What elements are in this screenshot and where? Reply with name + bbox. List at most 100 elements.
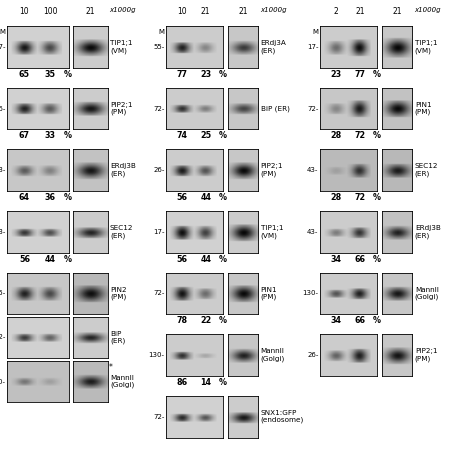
Text: %: % xyxy=(64,70,72,79)
Text: 26-: 26- xyxy=(307,352,319,358)
Text: %: % xyxy=(219,378,227,387)
Text: 21: 21 xyxy=(201,7,210,16)
Text: 28: 28 xyxy=(330,193,341,202)
Text: BiP
(ER): BiP (ER) xyxy=(110,331,125,344)
Text: 55-: 55- xyxy=(0,291,6,296)
Text: 55-: 55- xyxy=(153,44,164,50)
Text: 2: 2 xyxy=(334,7,338,16)
Text: 72: 72 xyxy=(354,131,365,140)
Text: 72-: 72- xyxy=(153,291,164,296)
Text: 72-: 72- xyxy=(153,414,164,419)
Text: %: % xyxy=(373,316,381,325)
Text: 77: 77 xyxy=(176,70,187,79)
Text: 100: 100 xyxy=(43,7,57,16)
Text: %: % xyxy=(64,131,72,140)
Text: M: M xyxy=(0,29,6,36)
Text: %: % xyxy=(219,70,227,79)
Text: 21: 21 xyxy=(392,7,402,16)
Text: MannII
(Golgi): MannII (Golgi) xyxy=(415,287,439,300)
Text: 21: 21 xyxy=(355,7,365,16)
Text: 43-: 43- xyxy=(0,229,6,235)
Text: 72: 72 xyxy=(354,193,365,202)
Text: 34: 34 xyxy=(330,255,341,264)
Text: BiP (ER): BiP (ER) xyxy=(261,105,290,112)
Text: TIP1;1
(VM): TIP1;1 (VM) xyxy=(110,40,132,54)
Text: 72-: 72- xyxy=(0,335,6,340)
Text: 17-: 17- xyxy=(0,44,6,50)
Text: SEC12
(ER): SEC12 (ER) xyxy=(110,225,134,238)
Text: 21: 21 xyxy=(86,7,95,16)
Text: 77: 77 xyxy=(354,70,365,79)
Text: 78: 78 xyxy=(176,316,187,325)
Text: 44: 44 xyxy=(200,255,211,264)
Text: 22: 22 xyxy=(200,316,211,325)
Text: 56: 56 xyxy=(176,255,187,264)
Text: PIN1
(PM): PIN1 (PM) xyxy=(415,102,431,115)
Text: %: % xyxy=(373,193,381,202)
Text: %: % xyxy=(219,316,227,325)
Text: 43-: 43- xyxy=(0,167,6,173)
Text: *: * xyxy=(109,363,112,372)
Text: 44: 44 xyxy=(45,255,56,264)
Text: 23: 23 xyxy=(330,70,341,79)
Text: 43-: 43- xyxy=(307,229,319,235)
Text: 66: 66 xyxy=(354,316,365,325)
Text: 17-: 17- xyxy=(153,229,164,235)
Text: 21: 21 xyxy=(238,7,248,16)
Text: PIP2;1
(PM): PIP2;1 (PM) xyxy=(261,164,283,177)
Text: 64: 64 xyxy=(19,193,30,202)
Text: %: % xyxy=(219,131,227,140)
Text: 17-: 17- xyxy=(307,44,319,50)
Text: 10: 10 xyxy=(19,7,29,16)
Text: SEC12
(ER): SEC12 (ER) xyxy=(415,164,438,177)
Text: x1000g: x1000g xyxy=(260,7,286,13)
Text: 25: 25 xyxy=(200,131,211,140)
Text: 130-: 130- xyxy=(302,291,319,296)
Text: 26-: 26- xyxy=(153,167,164,173)
Text: 74: 74 xyxy=(176,131,187,140)
Text: %: % xyxy=(373,131,381,140)
Text: 34: 34 xyxy=(330,316,341,325)
Text: 36: 36 xyxy=(45,193,56,202)
Text: MannII
(Golgi): MannII (Golgi) xyxy=(110,375,134,388)
Text: 43-: 43- xyxy=(307,167,319,173)
Text: 65: 65 xyxy=(19,70,30,79)
Text: 67: 67 xyxy=(19,131,30,140)
Text: SNX1:GFP
(endosome): SNX1:GFP (endosome) xyxy=(261,410,304,423)
Text: x1000g: x1000g xyxy=(414,7,440,13)
Text: ERdj3B
(ER): ERdj3B (ER) xyxy=(110,164,136,177)
Text: M: M xyxy=(158,29,164,36)
Text: 72-: 72- xyxy=(153,106,164,111)
Text: 35: 35 xyxy=(45,70,56,79)
Text: %: % xyxy=(373,255,381,264)
Text: TIP1;1
(VM): TIP1;1 (VM) xyxy=(415,40,437,54)
Text: MannII
(Golgi): MannII (Golgi) xyxy=(261,348,285,362)
Text: x1000g: x1000g xyxy=(109,7,136,13)
Text: M: M xyxy=(312,29,319,36)
Text: 23: 23 xyxy=(200,70,211,79)
Text: %: % xyxy=(64,193,72,202)
Text: %: % xyxy=(64,255,72,264)
Text: %: % xyxy=(219,193,227,202)
Text: PIP2;1
(PM): PIP2;1 (PM) xyxy=(110,102,132,115)
Text: TIP1;1
(VM): TIP1;1 (VM) xyxy=(261,225,283,238)
Text: %: % xyxy=(373,70,381,79)
Text: 28: 28 xyxy=(330,131,341,140)
Text: 10: 10 xyxy=(177,7,187,16)
Text: 56: 56 xyxy=(176,193,187,202)
Text: 26-: 26- xyxy=(0,106,6,111)
Text: PIP2;1
(PM): PIP2;1 (PM) xyxy=(415,348,437,362)
Text: 33: 33 xyxy=(45,131,56,140)
Text: 56: 56 xyxy=(19,255,30,264)
Text: 130-: 130- xyxy=(148,352,164,358)
Text: ERdj3A
(ER): ERdj3A (ER) xyxy=(261,40,287,54)
Text: 72-: 72- xyxy=(307,106,319,111)
Text: 14: 14 xyxy=(200,378,211,387)
Text: PIN2
(PM): PIN2 (PM) xyxy=(110,287,127,300)
Text: ERdj3B
(ER): ERdj3B (ER) xyxy=(415,225,441,238)
Text: %: % xyxy=(219,255,227,264)
Text: 66: 66 xyxy=(354,255,365,264)
Text: 44: 44 xyxy=(200,193,211,202)
Text: 130-: 130- xyxy=(0,379,6,384)
Text: PIN1
(PM): PIN1 (PM) xyxy=(261,287,277,300)
